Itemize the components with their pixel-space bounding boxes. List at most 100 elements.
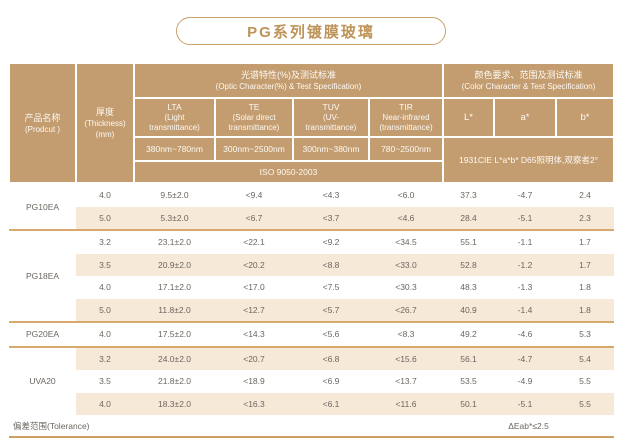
optic-standard: ISO 9050-2003 [133, 160, 444, 184]
cell-b: 5.4 [556, 345, 615, 370]
cell-thickness: 3.5 [76, 370, 134, 393]
cell-tir: <26.7 [369, 298, 443, 322]
cell-te: <20.2 [215, 253, 293, 276]
cell-te: <22.1 [215, 229, 293, 254]
cell-lta: 11.8±2.0 [134, 298, 215, 322]
cell-te: <14.3 [215, 321, 293, 347]
col-header-product: 产品名称 (Prodcut ) [8, 62, 77, 184]
cell-a: -4.9 [494, 370, 556, 393]
tuv-desc: (UV- transmittance) [305, 112, 357, 133]
cell-b: 2.4 [556, 183, 615, 207]
cell-tir: <30.3 [369, 276, 443, 299]
cell-b: 5.5 [556, 370, 615, 393]
cell-te: <12.7 [215, 298, 293, 322]
col-group-color: 颜色要求、范围及测试标准 (Color Character & Test Spe… [441, 62, 616, 99]
cell-thickness: 5.0 [76, 206, 134, 230]
optic-group-en: (Optic Character(%) & Test Specification… [215, 82, 362, 91]
cell-tir: <8.3 [369, 321, 443, 347]
cell-tuv: <9.2 [293, 229, 369, 254]
cell-te: <18.9 [215, 370, 293, 393]
cell-a: -1.2 [494, 253, 556, 276]
cell-tuv: <6.9 [293, 370, 369, 393]
cell-lta: 9.5±2.0 [134, 183, 215, 207]
tolerance-label: 偏差范围(Tolerance) [9, 415, 443, 438]
cell-te: <17.0 [215, 276, 293, 299]
cell-thickness: 4.0 [76, 392, 134, 415]
cell-tuv: <7.5 [293, 276, 369, 299]
cell-tuv: <6.1 [293, 392, 369, 415]
cell-a: -4.7 [494, 345, 556, 370]
product-header-en: (Prodcut ) [24, 124, 61, 134]
page-title: PG系列镀膜玻璃 [247, 23, 375, 41]
page-title-pill: PG系列镀膜玻璃 [176, 17, 446, 45]
product-name: PG10EA [9, 183, 76, 230]
range-lta: 380nm~780nm [133, 136, 216, 162]
cell-thickness: 5.0 [76, 298, 134, 322]
cell-b: 1.7 [556, 253, 615, 276]
cell-l: 37.3 [443, 183, 494, 207]
range-te: 300nm~2500nm [214, 136, 294, 162]
tir-abbr: TIR [399, 101, 413, 112]
color-standard: 1931CIE L*a*b* D65照明体,观察者2° [441, 136, 616, 184]
col-header-astar: a* [493, 97, 557, 138]
cell-lta: 5.3±2.0 [134, 206, 215, 230]
col-header-lta: LTA (Light transmittance) [133, 97, 216, 138]
thickness-header-unit: (mm) [95, 130, 115, 139]
cell-te: <16.3 [215, 392, 293, 415]
table-row: UVA20 3.2 24.0±2.0 <20.7 <6.8 <15.6 56.1 -4.7 5.… [9, 345, 615, 415]
cell-l: 53.5 [443, 370, 494, 393]
te-abbr: TE [248, 101, 260, 112]
col-header-te: TE (Solar direct transmittance) [214, 97, 294, 138]
cell-a: -1.3 [494, 276, 556, 299]
product-name: PG18EA [9, 229, 76, 322]
tuv-abbr: TUV [322, 101, 340, 112]
cell-l: 48.3 [443, 276, 494, 299]
footer-row: 偏差范围(Tolerance) ΔEab*≤2.5 [9, 415, 615, 438]
cell-lta: 21.8±2.0 [134, 370, 215, 393]
col-header-tuv: TUV (UV- transmittance) [292, 97, 370, 138]
cell-a: -1.1 [494, 229, 556, 254]
cell-tuv: <4.3 [293, 183, 369, 207]
color-group-en: (Color Character & Test Specification) [461, 82, 596, 91]
cell-tir: <33.0 [369, 253, 443, 276]
cell-tir: <11.6 [369, 392, 443, 415]
cell-thickness: 3.2 [76, 229, 134, 254]
tir-desc: Near-infrared (transmittance) [379, 112, 433, 133]
cell-tir: <6.0 [369, 183, 443, 207]
cell-tuv: <3.7 [293, 206, 369, 230]
cell-l: 50.1 [443, 392, 494, 415]
te-desc: (Solar direct transmittance) [228, 112, 280, 133]
thickness-header-zh: 厚度 [95, 107, 114, 117]
delta-eab-value: ΔEab*≤2.5 [443, 415, 615, 438]
cell-thickness: 4.0 [76, 321, 134, 347]
cell-te: <20.7 [215, 345, 293, 370]
lta-desc: (Light transmittance) [149, 112, 200, 133]
cell-a: -1.4 [494, 298, 556, 322]
table-row: PG20EA 4.0 17.5±2.0 <14.3 <5.6 <8.3 49.2 -4.6 5.… [9, 321, 615, 347]
cell-a: -5.1 [494, 392, 556, 415]
cell-lta: 20.9±2.0 [134, 253, 215, 276]
cell-lta: 17.5±2.0 [134, 321, 215, 347]
cell-te: <9.4 [215, 183, 293, 207]
cell-b: 2.3 [556, 206, 615, 230]
cell-thickness: 3.5 [76, 253, 134, 276]
cell-tuv: <6.8 [293, 345, 369, 370]
cell-b: 1.8 [556, 298, 615, 322]
cell-l: 56.1 [443, 345, 494, 370]
cell-l: 49.2 [443, 321, 494, 347]
cell-a: -4.7 [494, 183, 556, 207]
range-tuv: 300nm~380nm [292, 136, 370, 162]
cell-tir: <15.6 [369, 345, 443, 370]
spec-table: 产品名称 (Prodcut ) 厚度 (Thickness) (mm) 光谱特性… [8, 62, 616, 438]
col-header-thickness: 厚度 (Thickness) (mm) [75, 62, 135, 184]
cell-tuv: <8.8 [293, 253, 369, 276]
col-header-lstar: L* [442, 97, 495, 138]
cell-a: -4.6 [494, 321, 556, 347]
table-row: PG10EA 4.0 9.5±2.0 <9.4 <4.3 <6.0 37.3 -4.7 2.4 [9, 183, 615, 230]
table-row: 4.0 17.1±2.0 <17.0 <7.5 <30.3 48.3 -1.3 1.8 [9, 276, 615, 299]
table-body: PG10EA 4.0 9.5±2.0 <9.4 <4.3 <6.0 37.3 -4.7 2.4 5… [9, 183, 615, 415]
cell-l: 40.9 [443, 298, 494, 322]
color-group-zh: 颜色要求、范围及测试标准 [474, 70, 583, 80]
cell-tuv: <5.6 [293, 321, 369, 347]
thickness-header-en: (Thickness) [84, 119, 126, 128]
